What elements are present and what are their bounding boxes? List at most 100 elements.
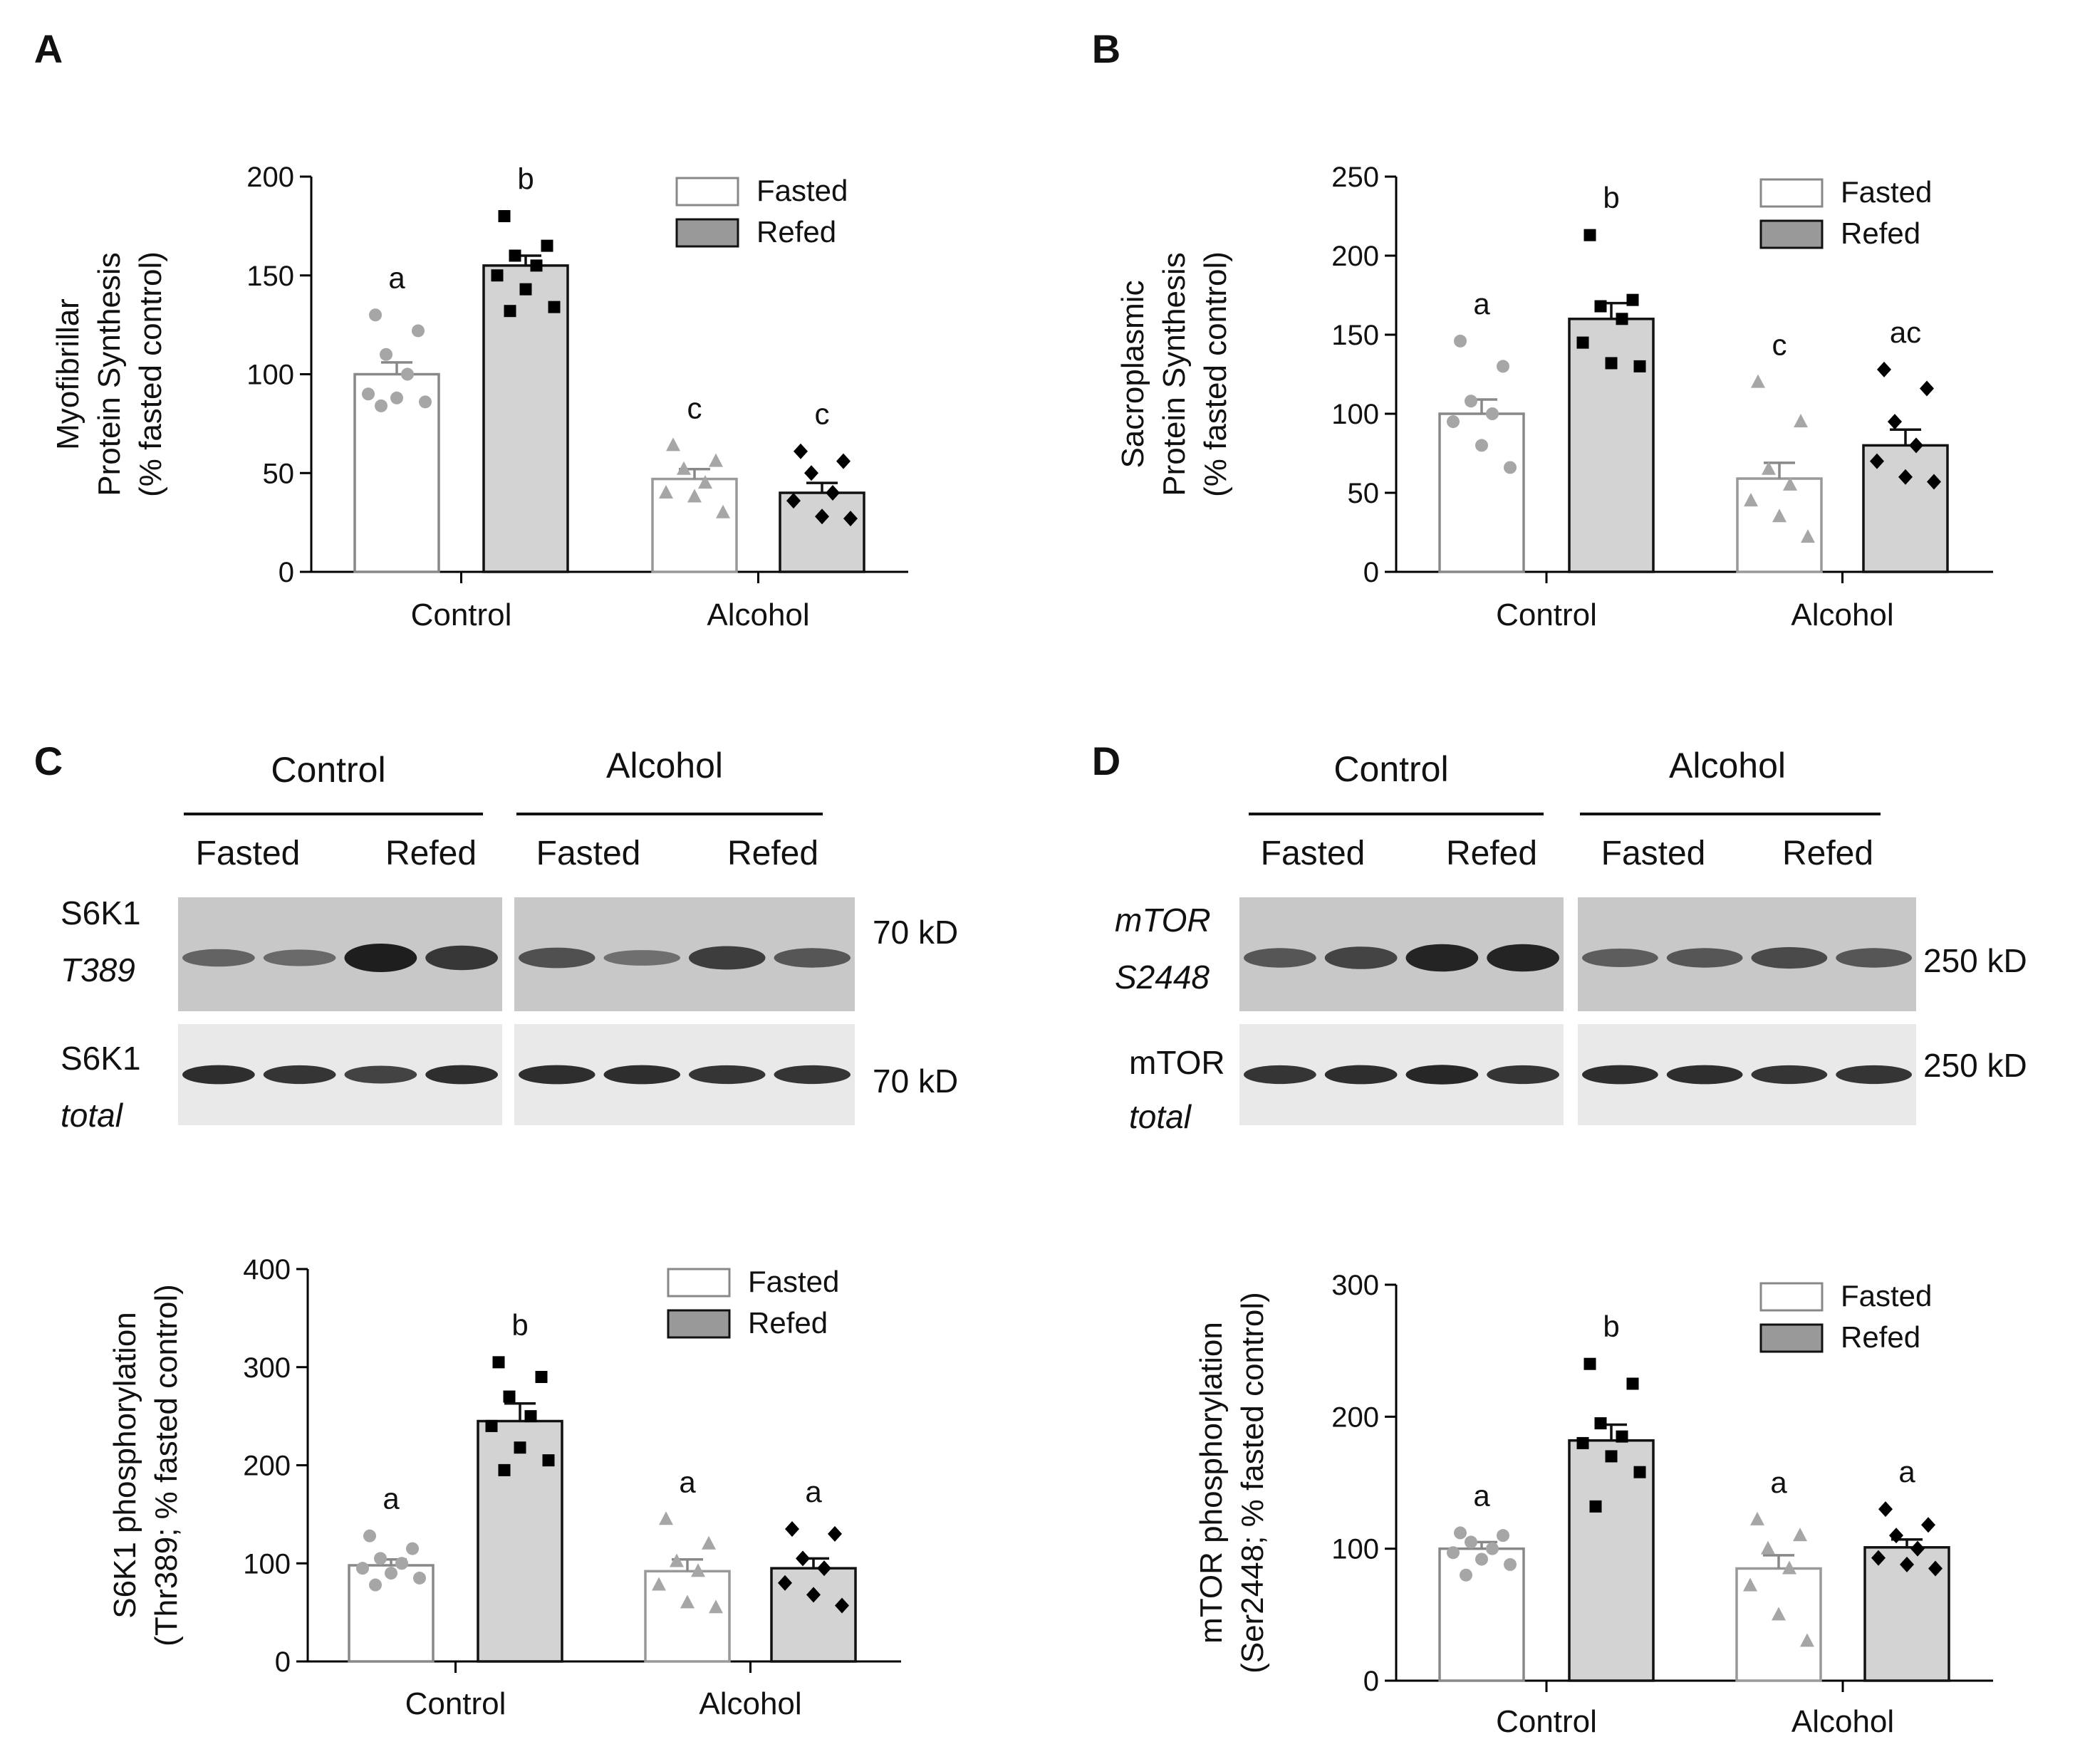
data-point [1772,508,1787,523]
blot-band [1324,946,1398,969]
blot-row-label: T389 [61,951,135,988]
legend-swatch-fasted [675,177,739,207]
y-axis-label: (Thr389; % fasted control) [149,1284,184,1646]
blot-band [603,1065,680,1085]
x-category-label: Alcohol [699,1686,801,1721]
y-tick-label: 200 [243,1451,291,1482]
legend-swatch-refed [1759,219,1824,249]
blot-panel-d: Control Alcohol Fasted Refed Fasted Refed mTOR… [1115,746,2027,1135]
blot-band [603,950,680,966]
blot-condition-label: Fasted [1601,835,1706,872]
y-tick-label: 250 [1331,162,1379,193]
blot-band [774,948,851,968]
legend-label-fasted: Fasted [1841,175,1932,209]
data-point [413,1571,426,1585]
data-point [843,511,858,527]
significance-letter: a [1473,287,1490,320]
x-category-label: Control [1496,1704,1597,1739]
data-point [1909,437,1923,454]
data-point [1783,476,1797,491]
data-point [503,1390,516,1403]
blot-band [1836,948,1912,968]
data-point [835,1597,849,1614]
data-point [1871,1550,1886,1566]
data-point [1898,469,1913,485]
blot-condition-label: Refed [1782,835,1873,872]
blot-group-label: Control [1333,749,1448,789]
blot-group-label: Alcohol [1669,746,1786,786]
x-category-label: Alcohol [1791,597,1893,632]
significance-letter: a [383,1482,400,1515]
chart-panel-d: D 0 100 200 300 Control Alcohol mTOR phosphoryl… [1092,739,1993,1739]
data-point [530,259,543,272]
data-point [369,308,382,322]
data-point [1921,1517,1935,1533]
y-tick-label: 0 [275,1646,291,1678]
data-point [1626,1377,1639,1390]
data-point [796,1550,810,1567]
blot-band [1487,944,1559,972]
data-point [498,210,511,222]
significance-letter: c [1772,328,1787,362]
blot-band [182,949,255,967]
data-point [1616,1430,1628,1443]
y-axis-label: (% fasted control) [1198,251,1233,497]
legend-label-refed: Refed [756,215,836,249]
data-point [1801,529,1815,543]
legend-label-refed: Refed [748,1306,828,1340]
blot-band [1244,1065,1316,1085]
data-point [519,283,532,296]
blot-band [182,1065,255,1085]
data-point [1928,1560,1943,1577]
x-category-label: Control [411,597,512,632]
panel-letter: D [1092,739,1120,783]
y-tick-label: 300 [1331,1270,1379,1301]
data-point [691,1563,705,1577]
data-point [1497,1529,1509,1543]
data-point [542,1454,555,1467]
y-tick-label: 0 [1363,557,1379,588]
blot-panel-c: Control Alcohol Fasted Refed Fasted Refed S6K1… [61,746,958,1134]
data-point [401,367,414,381]
panel-letter: B [1092,26,1120,71]
data-point [817,1560,831,1577]
blot-band [1487,1065,1559,1085]
data-point [535,1371,548,1384]
significance-letter: c [687,391,702,424]
data-point [815,508,829,525]
significance-letter: b [511,1308,528,1342]
blot-band [774,1065,851,1085]
blot-band [1582,1065,1658,1085]
data-point [794,443,808,459]
data-point [1454,334,1467,348]
data-point [541,239,553,252]
panel-letter: A [34,26,63,71]
data-point [677,461,691,475]
chart-panel-b: B 0 50 100 150 200 250 Control Alcohol Sacroplasm… [1092,26,1993,632]
blot-kd-label: 250 kD [1923,1047,2027,1084]
data-point [828,1525,842,1542]
blot-condition-label: Fasted [1261,835,1366,872]
blot-condition-label: Fasted [536,835,641,872]
significance-letter: b [1603,181,1619,214]
data-point [698,475,712,489]
data-point [1465,395,1477,408]
legend-swatch-fasted [667,1268,731,1298]
blot-band [1405,944,1479,972]
y-tick-label: 100 [246,360,294,391]
significance-letter: c [815,397,830,431]
data-point [680,1595,695,1609]
data-point [1878,1501,1893,1518]
bar-fasted [1736,477,1823,573]
data-point [369,1578,382,1592]
data-point [1594,300,1607,313]
data-point [1447,415,1460,429]
data-point [1460,1568,1472,1582]
data-point [406,1542,419,1555]
data-point [786,493,801,509]
data-point [1633,360,1646,372]
blot-band [263,1065,336,1085]
data-point [1447,1546,1460,1560]
y-tick-label: 150 [1331,320,1379,351]
data-point [1794,414,1808,428]
